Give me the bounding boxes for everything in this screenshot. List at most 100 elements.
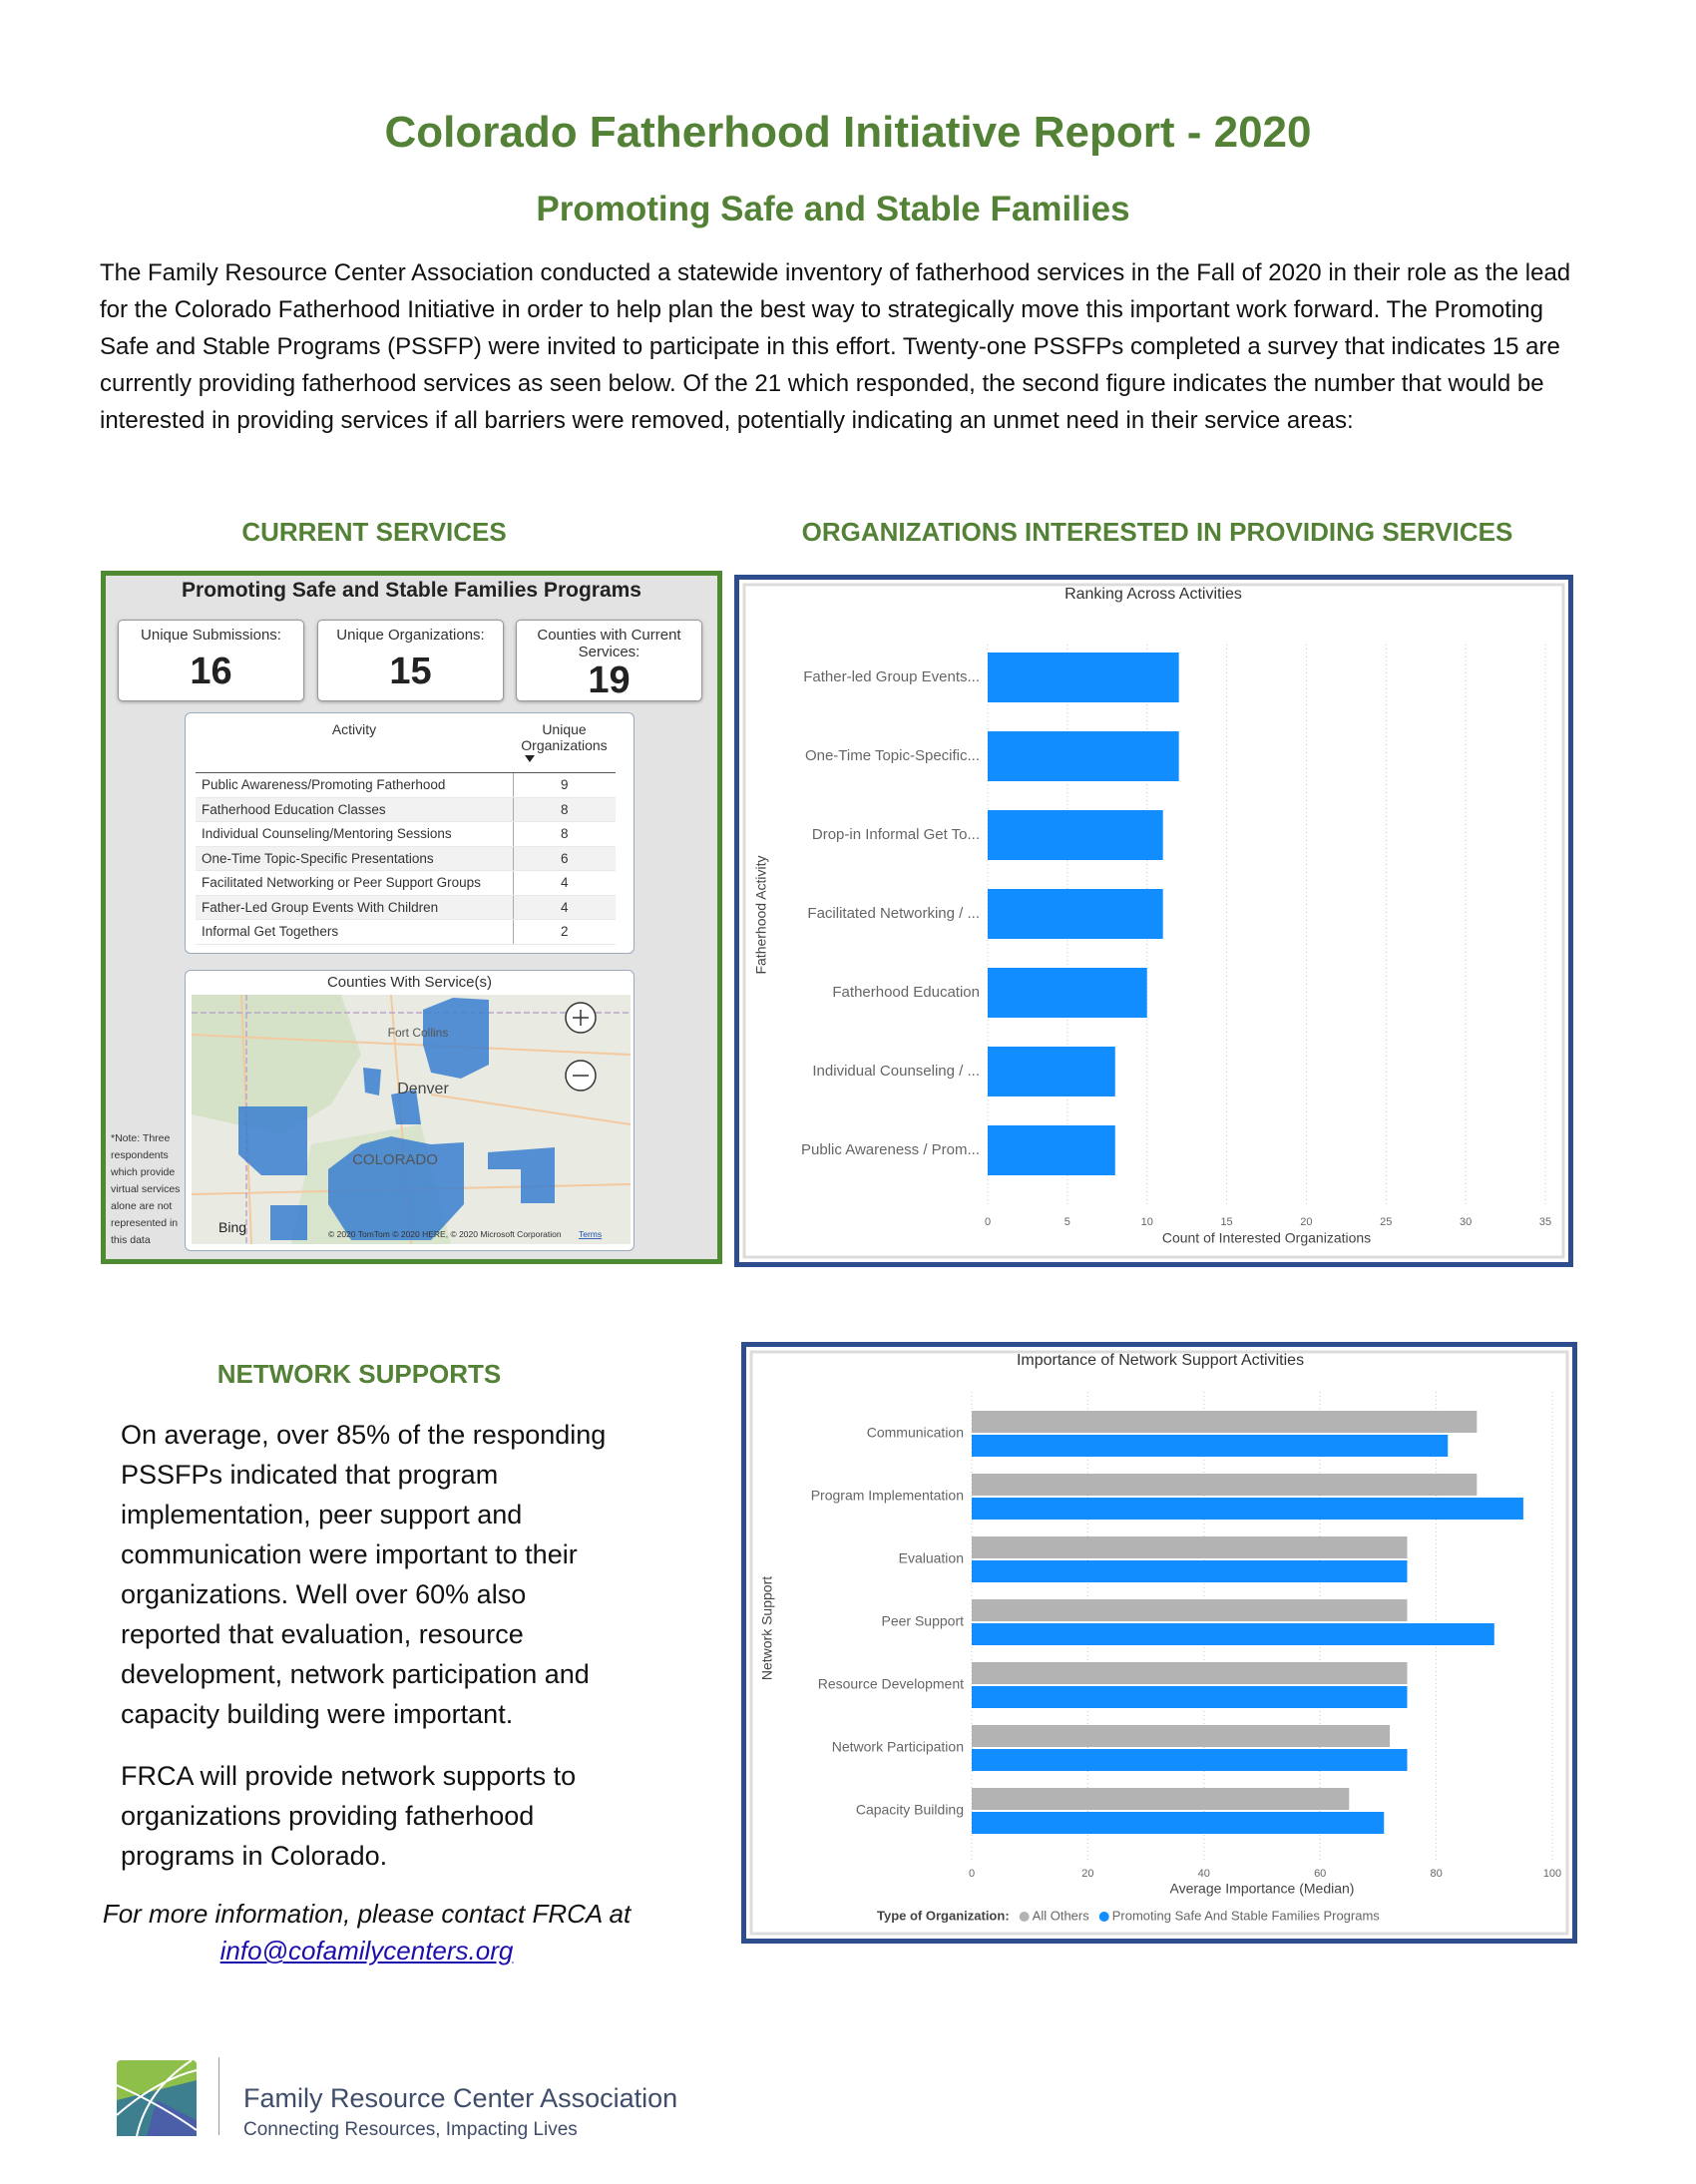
bar [972, 1536, 1408, 1558]
count-cell: 9 [512, 772, 616, 798]
footer-organization: Family Resource Center Association [243, 2083, 678, 2113]
section-heading: ORGANIZATIONS INTERESTED IN PROVIDING SE… [801, 517, 1513, 547]
count-cell: 2 [512, 919, 616, 945]
category-label: Public Awareness / Prom... [801, 1141, 980, 1158]
activity-table-box: Activity Unique Organizations Public Awa… [185, 712, 635, 954]
card-label: Counties with Current Services: [537, 627, 681, 660]
table-row: Public Awareness/Promoting Fatherhood 9 [196, 772, 616, 798]
x-axis-label: Count of Interested Organizations [1162, 1230, 1371, 1246]
category-label: Capacity Building [856, 1802, 964, 1818]
legend-title: Type of Organization: [877, 1908, 1010, 1923]
y-axis-label: Network Support [759, 1576, 775, 1680]
table-row: Fatherhood Education Classes 8 [196, 797, 616, 822]
table-head: Activity Unique Organizations [196, 721, 616, 773]
x-tick-label: 0 [969, 1868, 975, 1880]
footer-tagline: Connecting Resources, Impacting Lives [243, 2119, 578, 2140]
intro-paragraph: The Family Resource Center Association c… [100, 259, 1571, 434]
table-body: Public Awareness/Promoting Fatherhood 9 Fa… [196, 772, 616, 945]
zoom-in-icon [573, 1010, 589, 1026]
bar [988, 1125, 1115, 1175]
border [192, 995, 631, 1244]
logo-divider [218, 2057, 219, 2135]
legend-marker [1098, 1912, 1109, 1922]
map-title: Counties With Service(s) [326, 974, 493, 991]
count-cell: 4 [512, 895, 616, 920]
activity-cell: Informal Get Togethers [196, 919, 513, 945]
bar [988, 810, 1163, 860]
bar [972, 1411, 1478, 1433]
legend-label: Promoting Safe And Stable Families Progr… [1112, 1908, 1381, 1923]
table-row: Father-Led Group Events With Children 4 [196, 895, 616, 920]
contact: For more information, please contact FRC… [100, 1896, 634, 1969]
section-heading: NETWORK SUPPORTS [216, 1359, 502, 1389]
map-provider: Bing [218, 1219, 246, 1235]
section-heading: CURRENT SERVICES [241, 517, 507, 547]
subtitle: Promoting Safe and Stable Families [536, 190, 1130, 228]
x-tick-label: 5 [1064, 1216, 1070, 1228]
stat-card: Counties with Current Services: 19 [516, 620, 702, 701]
paragraph: FRCA will provide network supports to or… [121, 1761, 577, 1871]
activity-table: Activity Unique Organizations Public Awa… [196, 721, 616, 945]
map-terms[interactable]: Terms [579, 1229, 602, 1239]
sort-icon[interactable] [525, 755, 535, 762]
category-label: Fatherhood Education [832, 984, 980, 1001]
map-place: Denver [397, 1081, 449, 1097]
bar [972, 1623, 1494, 1645]
card-value: 16 [190, 651, 232, 692]
x-tick-label: 100 [1543, 1868, 1561, 1880]
bar [972, 1662, 1408, 1684]
x-tick-label: 40 [1198, 1868, 1210, 1880]
bar [972, 1560, 1408, 1582]
paragraph: On average, over 85% of the responding P… [121, 1420, 607, 1729]
email-link[interactable]: info@cofamilycenters.org [219, 1936, 514, 1966]
county [328, 1136, 464, 1240]
bar [988, 731, 1179, 781]
activity-cell: Facilitated Networking or Peer Support G… [196, 870, 513, 896]
title: Colorado Fatherhood Initiative Report - … [384, 108, 1312, 157]
card-value: 19 [588, 659, 631, 701]
category-label: Network Participation [832, 1739, 964, 1755]
bar [972, 1749, 1408, 1771]
table-row: Facilitated Networking or Peer Support G… [196, 870, 616, 896]
chart-title: Importance of Network Support Activities [1017, 1352, 1304, 1369]
map-place: COLORADO [352, 1151, 438, 1168]
county [238, 1106, 307, 1175]
bar [972, 1498, 1523, 1520]
bar [972, 1435, 1449, 1457]
county [488, 1147, 555, 1203]
category-label: Evaluation [899, 1550, 964, 1566]
card-value: 15 [389, 651, 432, 692]
category-label: Communication [867, 1425, 964, 1441]
network-chart: Importance of Network Support Activities… [741, 1342, 1577, 1944]
table-row: Informal Get Togethers 2 [196, 919, 616, 945]
logo-lines [117, 2060, 197, 2136]
count-cell: 4 [512, 870, 616, 896]
note: *Note: Three respondents which provide v… [111, 1132, 181, 1246]
x-tick-label: 0 [985, 1216, 991, 1228]
x-tick-label: 25 [1380, 1216, 1392, 1228]
logo [117, 2060, 197, 2136]
x-tick-label: 80 [1430, 1868, 1442, 1880]
x-tick-label: 15 [1220, 1216, 1232, 1228]
x-tick-label: 60 [1314, 1868, 1326, 1880]
legend-marker [1019, 1912, 1030, 1922]
table-row: One-Time Topic-Specific Presentations 6 [196, 846, 616, 871]
category-label: Father-led Group Events... [803, 668, 980, 685]
service-counties [238, 998, 555, 1240]
header-row: Activity Unique Organizations [196, 721, 616, 773]
chart-inner-frame [749, 1350, 1569, 1936]
county [391, 1090, 421, 1124]
county [423, 998, 489, 1079]
column-header: Unique Organizations [513, 721, 616, 773]
table-row: Individual Counseling/Mentoring Sessions… [196, 821, 616, 847]
bar [972, 1725, 1391, 1747]
map[interactable]: Fort Collins Denver COLORADO Bing © 2020… [192, 995, 631, 1244]
x-tick-label: 10 [1141, 1216, 1153, 1228]
category-label: Program Implementation [811, 1488, 964, 1504]
category-label: Peer Support [882, 1613, 965, 1629]
column-header-text: Unique Organizations [521, 721, 608, 753]
x-tick-label: 35 [1539, 1216, 1551, 1228]
